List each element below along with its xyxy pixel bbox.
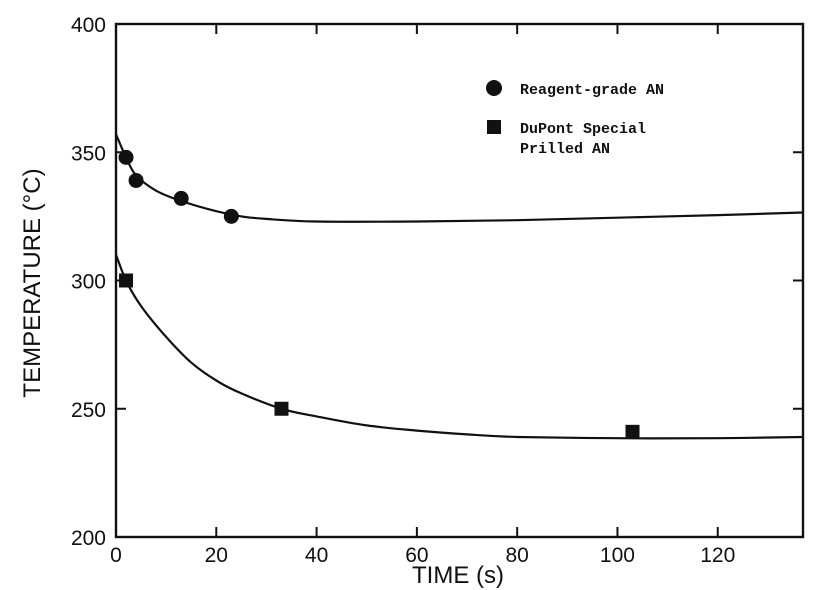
y-axis-title: TEMPERATURE (°C)	[19, 168, 46, 397]
tick-marks	[115, 23, 803, 538]
legend: Reagent-grade AN DuPont Special Prilled AN	[486, 80, 664, 158]
x-tick-label: 60	[405, 544, 428, 567]
legend-marker-square	[487, 120, 501, 134]
x-tick-labels: 0 20 40 60 80 100 120	[110, 544, 735, 567]
data-point-circle	[223, 208, 239, 224]
y-tick-label: 350	[71, 142, 106, 165]
x-tick-label: 40	[305, 544, 328, 567]
x-tick-label: 0	[110, 544, 122, 567]
legend-label-reagent: Reagent-grade AN	[520, 82, 664, 99]
x-axis-title: TIME (s)	[412, 562, 504, 589]
y-tick-label: 250	[71, 399, 106, 422]
data-point-square	[119, 273, 134, 288]
x-tick-label: 20	[205, 544, 228, 567]
data-point-circle	[128, 172, 144, 188]
data-point-circle	[118, 149, 134, 165]
legend-label-dupont-line2: Prilled AN	[520, 141, 610, 158]
x-tick-label: 120	[700, 544, 735, 567]
fit-curve-1	[114, 133, 804, 223]
y-tick-label: 200	[71, 527, 106, 550]
plot-frame	[114, 22, 805, 539]
legend-marker-circle	[486, 80, 502, 96]
y-tick-labels: 200 250 300 350 400	[71, 14, 106, 550]
x-tick-label: 80	[505, 544, 528, 567]
x-tick-label: 100	[600, 544, 635, 567]
fit-curves	[114, 133, 804, 440]
data-markers	[118, 149, 640, 439]
legend-label-dupont-line1: DuPont Special	[520, 121, 646, 138]
fit-curve-2	[114, 254, 804, 440]
data-point-square	[274, 401, 289, 416]
y-tick-label: 400	[71, 14, 106, 37]
data-point-square	[625, 424, 640, 439]
y-tick-label: 300	[71, 271, 106, 294]
data-point-circle	[173, 190, 189, 206]
